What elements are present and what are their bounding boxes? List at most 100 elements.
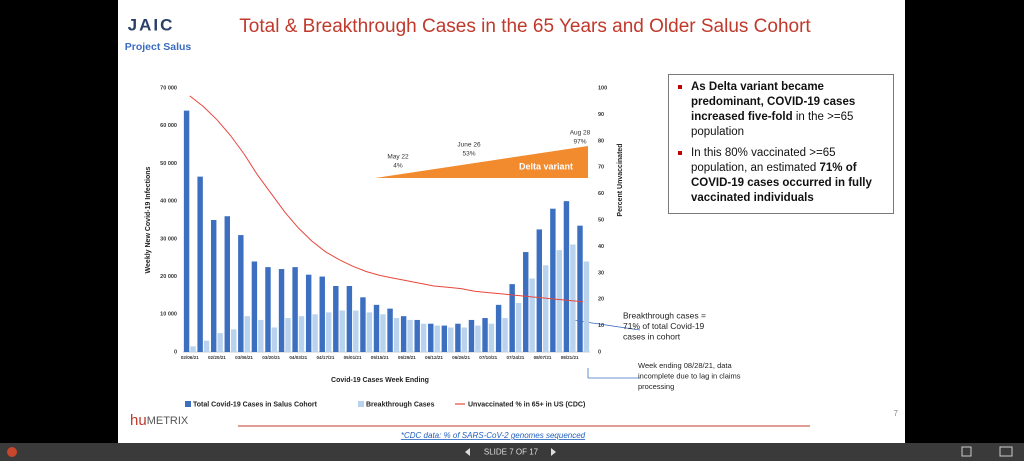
bar (305, 274, 312, 352)
bar (197, 176, 203, 352)
bar (298, 316, 305, 352)
x-tick-label: 08/21/21 (561, 355, 579, 360)
bar (217, 333, 223, 352)
bar (312, 314, 318, 352)
bar (407, 319, 413, 352)
delta-annotation: June 26 (457, 142, 481, 149)
x-tick-label: 02/20/21 (208, 355, 226, 360)
status-bar (0, 443, 1024, 461)
bar (468, 319, 475, 352)
bar (455, 323, 461, 352)
next-slide[interactable] (551, 448, 556, 456)
slide-background (118, 0, 905, 443)
view-button[interactable] (961, 446, 972, 457)
callouts (571, 319, 641, 379)
x-tick-label: 04/17/21 (317, 355, 335, 360)
bar (420, 323, 427, 352)
x-axis-title: Covid-19 Cases Week Ending (331, 377, 429, 384)
x-tick-label: 05/15/21 (371, 355, 389, 360)
bar (448, 327, 454, 352)
brand-left: hu (130, 412, 147, 429)
bar (488, 323, 495, 352)
bar (543, 265, 549, 352)
bar (319, 276, 325, 352)
x-tick-label: 03/06/21 (235, 355, 253, 360)
bar (258, 319, 264, 352)
footnote: *CDC data: % of SARS-CoV-2 genomes seque… (401, 431, 586, 440)
delta-annotation: May 22 (387, 154, 409, 161)
logo-subtitle: Project Salus (125, 41, 192, 53)
legend-label: Total Covid-19 Cases in Salus Cohort (193, 401, 318, 408)
y2-tick-label: 50 (598, 217, 604, 223)
bar (482, 318, 488, 352)
y2-tick-label: 70 (598, 165, 604, 171)
y2-tick-label: 30 (598, 270, 604, 276)
bar (190, 346, 196, 352)
callout-text: incomplete due to lag in claims (638, 371, 741, 380)
bar (570, 244, 576, 352)
delta-annotation: Aug 28 (570, 130, 591, 137)
bar (346, 286, 353, 352)
brand: huMETRIX (130, 412, 189, 429)
bar (325, 312, 332, 352)
x-tick-label: 06/12/21 (425, 355, 443, 360)
bullet-text: 71% of COVID-19 cases occurred in fully … (691, 162, 872, 204)
bar (536, 229, 543, 352)
bar (265, 267, 271, 352)
logo: JAIC (128, 15, 175, 34)
bar (393, 318, 400, 352)
bar (353, 310, 359, 352)
callout-text: cases in cohort (623, 331, 681, 341)
delta-annotation: 97% (573, 139, 586, 146)
bar (251, 261, 258, 352)
bar (577, 225, 583, 352)
y-tick-label: 0 (174, 349, 177, 355)
bar (529, 278, 535, 352)
delta-annotation: 53% (462, 151, 475, 158)
bar (210, 220, 217, 352)
prev-slide[interactable] (465, 448, 470, 456)
y-tick-label: 10 000 (160, 312, 177, 318)
legend-swatch (185, 401, 191, 407)
x-tick-label: 04/03/21 (289, 355, 307, 360)
x-tick-label: 08/07/21 (534, 355, 552, 360)
fullscreen-button[interactable] (999, 446, 1013, 457)
bar (400, 316, 407, 352)
callout-text: Breakthrough cases = (623, 310, 706, 320)
bullet-list: As Delta variant became predominant, COV… (677, 80, 885, 206)
bar (563, 201, 570, 352)
bar (461, 327, 468, 352)
bar (523, 252, 529, 352)
bullet: In this 80% vaccinated >=65 population, … (678, 146, 885, 206)
bar (556, 250, 563, 352)
y2-tick-label: 90 (598, 112, 604, 118)
bullet: As Delta variant became predominant, COV… (678, 80, 885, 140)
x-tick-label: 07/10/21 (479, 355, 497, 360)
bar (441, 325, 448, 352)
bar (183, 110, 190, 352)
y2-tick-label: 60 (598, 191, 604, 197)
bar (583, 261, 590, 352)
bar (238, 235, 244, 352)
bar (278, 269, 285, 352)
callout-arrow (571, 319, 641, 331)
callout-text: processing (638, 382, 674, 391)
bar (373, 304, 380, 352)
delta-band (375, 146, 588, 178)
y2-tick-label: 40 (598, 244, 604, 250)
x-tick-label: 06/26/21 (452, 355, 470, 360)
y2-tick-label: 0 (598, 349, 601, 355)
bar (285, 318, 291, 352)
callout-text: Week ending 08/28/21, data (638, 361, 733, 370)
bar (434, 325, 440, 352)
delta-label: Delta variant (519, 161, 573, 171)
bullet-text: As Delta variant became predominant, COV… (691, 81, 856, 123)
callout-text: 71% of total Covid-19 (623, 321, 705, 331)
y-tick-label: 40 000 (160, 199, 177, 205)
bullet-text: in the >=65 population (691, 111, 854, 138)
x-tick-label: 05/29/21 (398, 355, 416, 360)
bar (244, 316, 250, 352)
bar (550, 208, 556, 352)
bar (339, 310, 345, 352)
